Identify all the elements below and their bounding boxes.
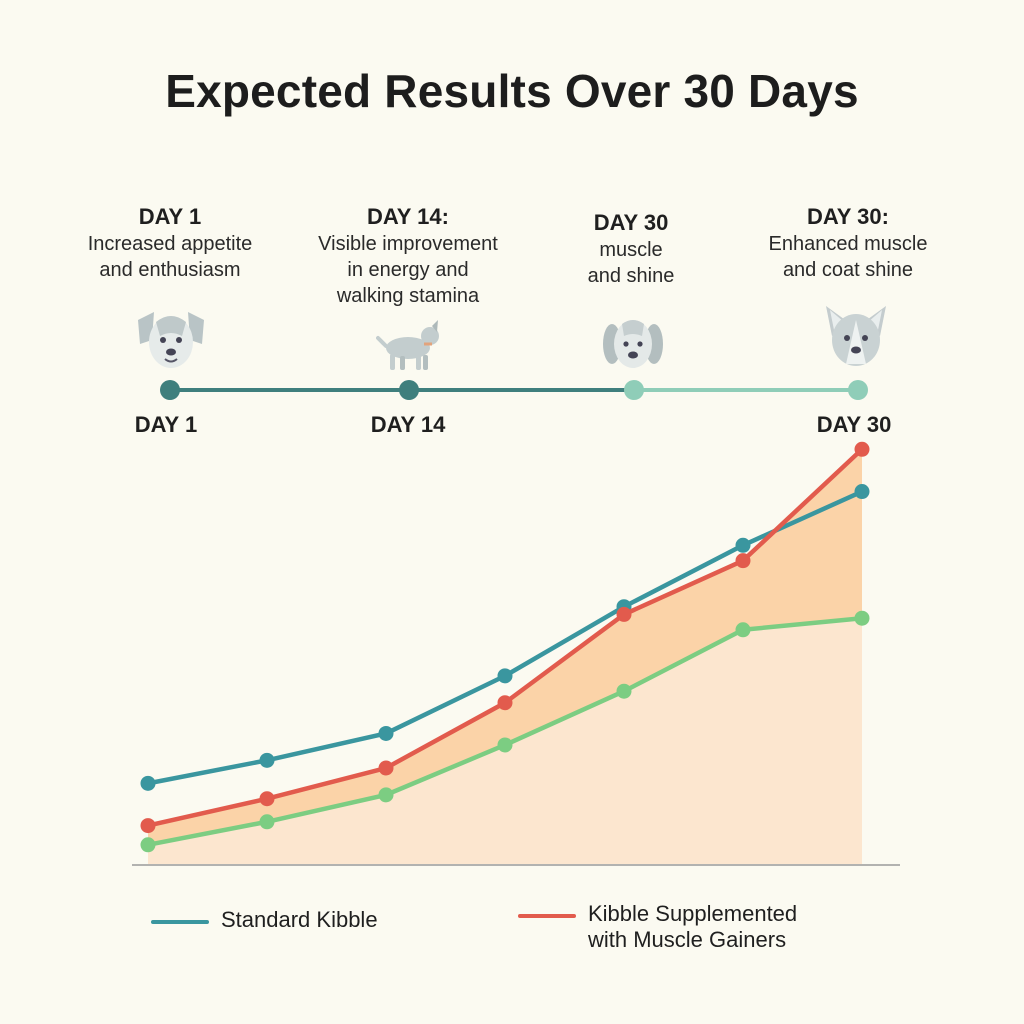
- data-point-series-1-2: [378, 760, 394, 776]
- milestone-heading: DAY 30: [593, 210, 669, 235]
- data-point-series-1-4: [616, 606, 632, 622]
- data-point-series-0-1: [259, 752, 275, 768]
- timeline-node-day-14: [399, 380, 419, 400]
- data-point-series-0-0: [140, 775, 156, 791]
- legend-item-standard-kibble: Standard Kibble: [151, 907, 378, 933]
- data-point-series-0-6: [854, 484, 870, 500]
- timeline-node-day-30: [848, 380, 868, 400]
- milestone-heading: DAY 1: [138, 204, 202, 229]
- legend-label: Standard Kibble: [221, 907, 378, 932]
- data-point-series-2-4: [616, 683, 632, 699]
- milestone-description: Visible improvement in energy and walkin…: [318, 233, 498, 307]
- legend-swatch: [518, 914, 576, 918]
- timeline-node-day-1: [160, 380, 180, 400]
- legend-item-supplemented: Kibble Supplemented with Muscle Gainers: [518, 901, 797, 953]
- timeline-label-day-30: DAY 30: [816, 412, 892, 437]
- timeline-label-day-1: DAY 1: [134, 412, 198, 437]
- milestone-heading: DAY 30:: [807, 204, 889, 229]
- milestone-description: muscle and shine: [587, 239, 675, 287]
- walking-dog-icon: [376, 320, 439, 370]
- data-point-series-1-6: [854, 441, 870, 457]
- milestone-heading: DAY 14:: [367, 204, 449, 229]
- milestone-day-14: DAY 14: Visible improvement in energy an…: [288, 203, 528, 309]
- data-point-series-2-3: [497, 737, 513, 753]
- dog-face-icon: [138, 312, 204, 368]
- milestone-day-30-b: DAY 30: Enhanced muscle and coat shine: [728, 203, 968, 283]
- data-point-series-0-3: [497, 668, 513, 684]
- floppy-ear-dog-icon: [603, 320, 663, 368]
- timeline-label-day-14: DAY 14: [370, 412, 446, 437]
- legend-swatch: [151, 920, 209, 924]
- milestone-day-30-a: DAY 30 muscle and shine: [511, 209, 751, 289]
- timeline: [160, 380, 868, 400]
- data-point-series-1-0: [140, 818, 156, 834]
- data-point-series-0-2: [378, 725, 394, 741]
- data-point-series-1-1: [259, 791, 275, 807]
- data-point-series-2-6: [854, 610, 870, 626]
- data-point-series-0-5: [735, 537, 751, 553]
- chart-title: Expected Results Over 30 Days: [165, 65, 859, 117]
- data-point-series-2-0: [140, 837, 156, 853]
- data-point-series-2-2: [378, 787, 394, 803]
- data-point-series-2-1: [259, 814, 275, 830]
- timeline-node-mid: [624, 380, 644, 400]
- milestone-description: Enhanced muscle and coat shine: [768, 233, 928, 281]
- legend-label: Kibble Supplemented with Muscle Gainers: [588, 901, 798, 952]
- data-point-series-1-5: [735, 553, 751, 569]
- area-fill-series-2: [148, 618, 862, 864]
- data-point-series-1-3: [497, 695, 513, 711]
- pointy-ear-dog-icon: [826, 306, 886, 366]
- milestone-day-1: DAY 1 Increased appetite and enthusiasm: [50, 203, 290, 283]
- data-point-series-2-5: [735, 622, 751, 638]
- milestone-description: Increased appetite and enthusiasm: [87, 233, 253, 281]
